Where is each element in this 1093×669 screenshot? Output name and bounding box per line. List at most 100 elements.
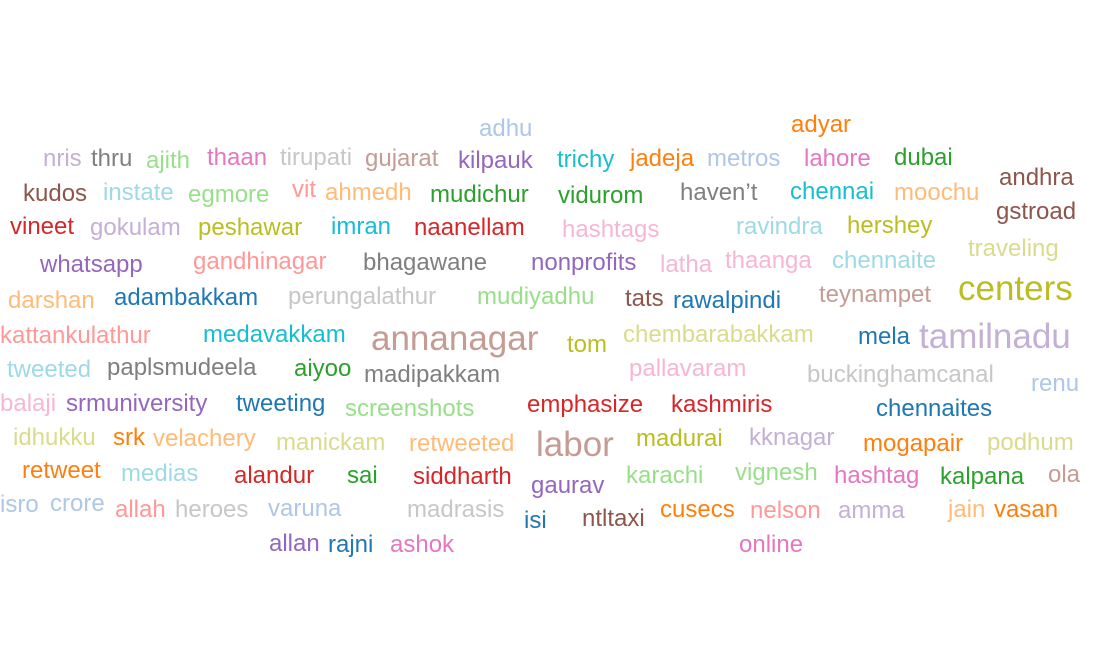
word-tamilnadu: tamilnadu bbox=[919, 317, 1071, 356]
word-pallavaram: pallavaram bbox=[629, 355, 747, 382]
word-gaurav: gaurav bbox=[531, 472, 605, 499]
word-vasan: vasan bbox=[994, 496, 1059, 523]
word-darshan: darshan bbox=[8, 287, 95, 314]
word-hashtag: hashtag bbox=[834, 462, 920, 489]
word-latha: latha bbox=[660, 251, 713, 278]
word-gandhinagar: gandhinagar bbox=[193, 248, 327, 275]
word-bhagawane: bhagawane bbox=[363, 249, 488, 276]
word-tweeting: tweeting bbox=[236, 390, 326, 417]
word-varuna: varuna bbox=[268, 495, 342, 522]
word-mogapair: mogapair bbox=[863, 430, 964, 457]
word-madipakkam: madipakkam bbox=[364, 361, 501, 388]
word-egmore: egmore bbox=[188, 181, 270, 208]
word-heroes: heroes bbox=[175, 496, 249, 523]
word-jadeja: jadeja bbox=[630, 145, 695, 172]
word-chennai: chennai bbox=[790, 178, 875, 205]
word-aiyoo: aiyoo bbox=[294, 355, 352, 382]
word-peshawar: peshawar bbox=[198, 214, 303, 241]
word-tats: tats bbox=[625, 285, 664, 312]
word-vignesh: vignesh bbox=[735, 459, 818, 486]
word-traveling: traveling bbox=[968, 235, 1059, 262]
word-lahore: lahore bbox=[804, 145, 871, 172]
word-ashok: ashok bbox=[390, 531, 455, 558]
word-manickam: manickam bbox=[276, 429, 386, 456]
word-imran: imran bbox=[331, 213, 392, 240]
word-chennaite: chennaite bbox=[832, 247, 937, 274]
word-teynampet: teynampet bbox=[819, 281, 932, 308]
word-retweet: retweet bbox=[22, 457, 101, 484]
word-rajni: rajni bbox=[328, 531, 374, 558]
word-gstroad: gstroad bbox=[996, 198, 1077, 225]
word-nris: nris bbox=[43, 145, 82, 172]
word-jain: jain bbox=[948, 496, 986, 523]
word-isro: isro bbox=[0, 491, 39, 518]
word-centers: centers bbox=[958, 269, 1073, 308]
word-kattankulathur: kattankulathur bbox=[0, 322, 151, 349]
word-karachi: karachi bbox=[626, 462, 704, 489]
word-gokulam: gokulam bbox=[90, 214, 181, 241]
word-gujarat: gujarat bbox=[365, 145, 439, 172]
word-vit: vit bbox=[292, 176, 316, 203]
word-instate: instate bbox=[103, 179, 174, 206]
word-paplsmudeela: paplsmudeela bbox=[107, 354, 257, 381]
word-perungalathur: perungalathur bbox=[288, 283, 437, 310]
word-tweeted: tweeted bbox=[7, 356, 92, 383]
word-isi: isi bbox=[524, 507, 547, 534]
word-medavakkam: medavakkam bbox=[203, 321, 346, 348]
word-rawalpindi: rawalpindi bbox=[673, 287, 782, 314]
word-ntltaxi: ntltaxi bbox=[582, 505, 645, 532]
word-alandur: alandur bbox=[234, 462, 315, 489]
word-kudos: kudos bbox=[23, 180, 88, 207]
word-vineet: vineet bbox=[10, 213, 75, 240]
word-tom: tom bbox=[567, 331, 608, 358]
word-adambakkam: adambakkam bbox=[114, 284, 259, 311]
word-balaji: balaji bbox=[0, 390, 57, 417]
word-online: online bbox=[739, 531, 804, 558]
word-naanellam: naanellam bbox=[414, 214, 525, 241]
word-allan: allan bbox=[269, 530, 320, 557]
word-renu: renu bbox=[1031, 370, 1080, 397]
word-ahmedh: ahmedh bbox=[325, 179, 412, 206]
word-chennaites: chennaites bbox=[876, 395, 993, 422]
word-madrasis: madrasis bbox=[407, 496, 505, 523]
word-mela: mela bbox=[858, 323, 911, 350]
word-hershey: hershey bbox=[847, 212, 933, 239]
word-thaan: thaan bbox=[207, 144, 268, 171]
word-emphasize: emphasize bbox=[527, 391, 644, 418]
word-adyar: adyar bbox=[791, 111, 852, 138]
word-cusecs: cusecs bbox=[660, 496, 735, 523]
word-haven-t: haven’t bbox=[680, 179, 758, 206]
word-chembarabakkam: chembarabakkam bbox=[623, 321, 814, 348]
word-whatsapp: whatsapp bbox=[40, 251, 143, 278]
word-kalpana: kalpana bbox=[940, 463, 1025, 490]
word-tirupati: tirupati bbox=[280, 144, 353, 171]
word-dubai: dubai bbox=[894, 144, 953, 171]
word-srk: srk bbox=[113, 424, 145, 451]
word-madurai: madurai bbox=[636, 425, 723, 452]
word-crore: crore bbox=[50, 490, 105, 517]
word-ajith: ajith bbox=[146, 147, 191, 174]
word-srmuniversity: srmuniversity bbox=[66, 390, 208, 417]
word-ravindra: ravindra bbox=[736, 213, 823, 240]
word-metros: metros bbox=[707, 145, 781, 172]
word-velachery: velachery bbox=[153, 425, 256, 452]
word-siddharth: siddharth bbox=[413, 463, 512, 490]
word-allah: allah bbox=[115, 496, 166, 523]
word-podhum: podhum bbox=[987, 429, 1074, 456]
word-kilpauk: kilpauk bbox=[458, 147, 533, 174]
word-kknagar: kknagar bbox=[749, 424, 835, 451]
word-screenshots: screenshots bbox=[345, 395, 475, 422]
word-idhukku: idhukku bbox=[13, 424, 96, 451]
word-ola: ola bbox=[1048, 461, 1081, 488]
word-vidurom: vidurom bbox=[558, 182, 644, 209]
word-adhu: adhu bbox=[479, 115, 533, 142]
word-retweeted: retweeted bbox=[409, 430, 515, 457]
word-kashmiris: kashmiris bbox=[671, 391, 773, 418]
word-moochu: moochu bbox=[894, 179, 980, 206]
word-mudichur: mudichur bbox=[430, 181, 529, 208]
word-labor: labor bbox=[536, 425, 614, 464]
word-andhra: andhra bbox=[999, 164, 1074, 191]
word-annanagar: annanagar bbox=[371, 319, 539, 358]
word-mudiyadhu: mudiyadhu bbox=[477, 283, 595, 310]
